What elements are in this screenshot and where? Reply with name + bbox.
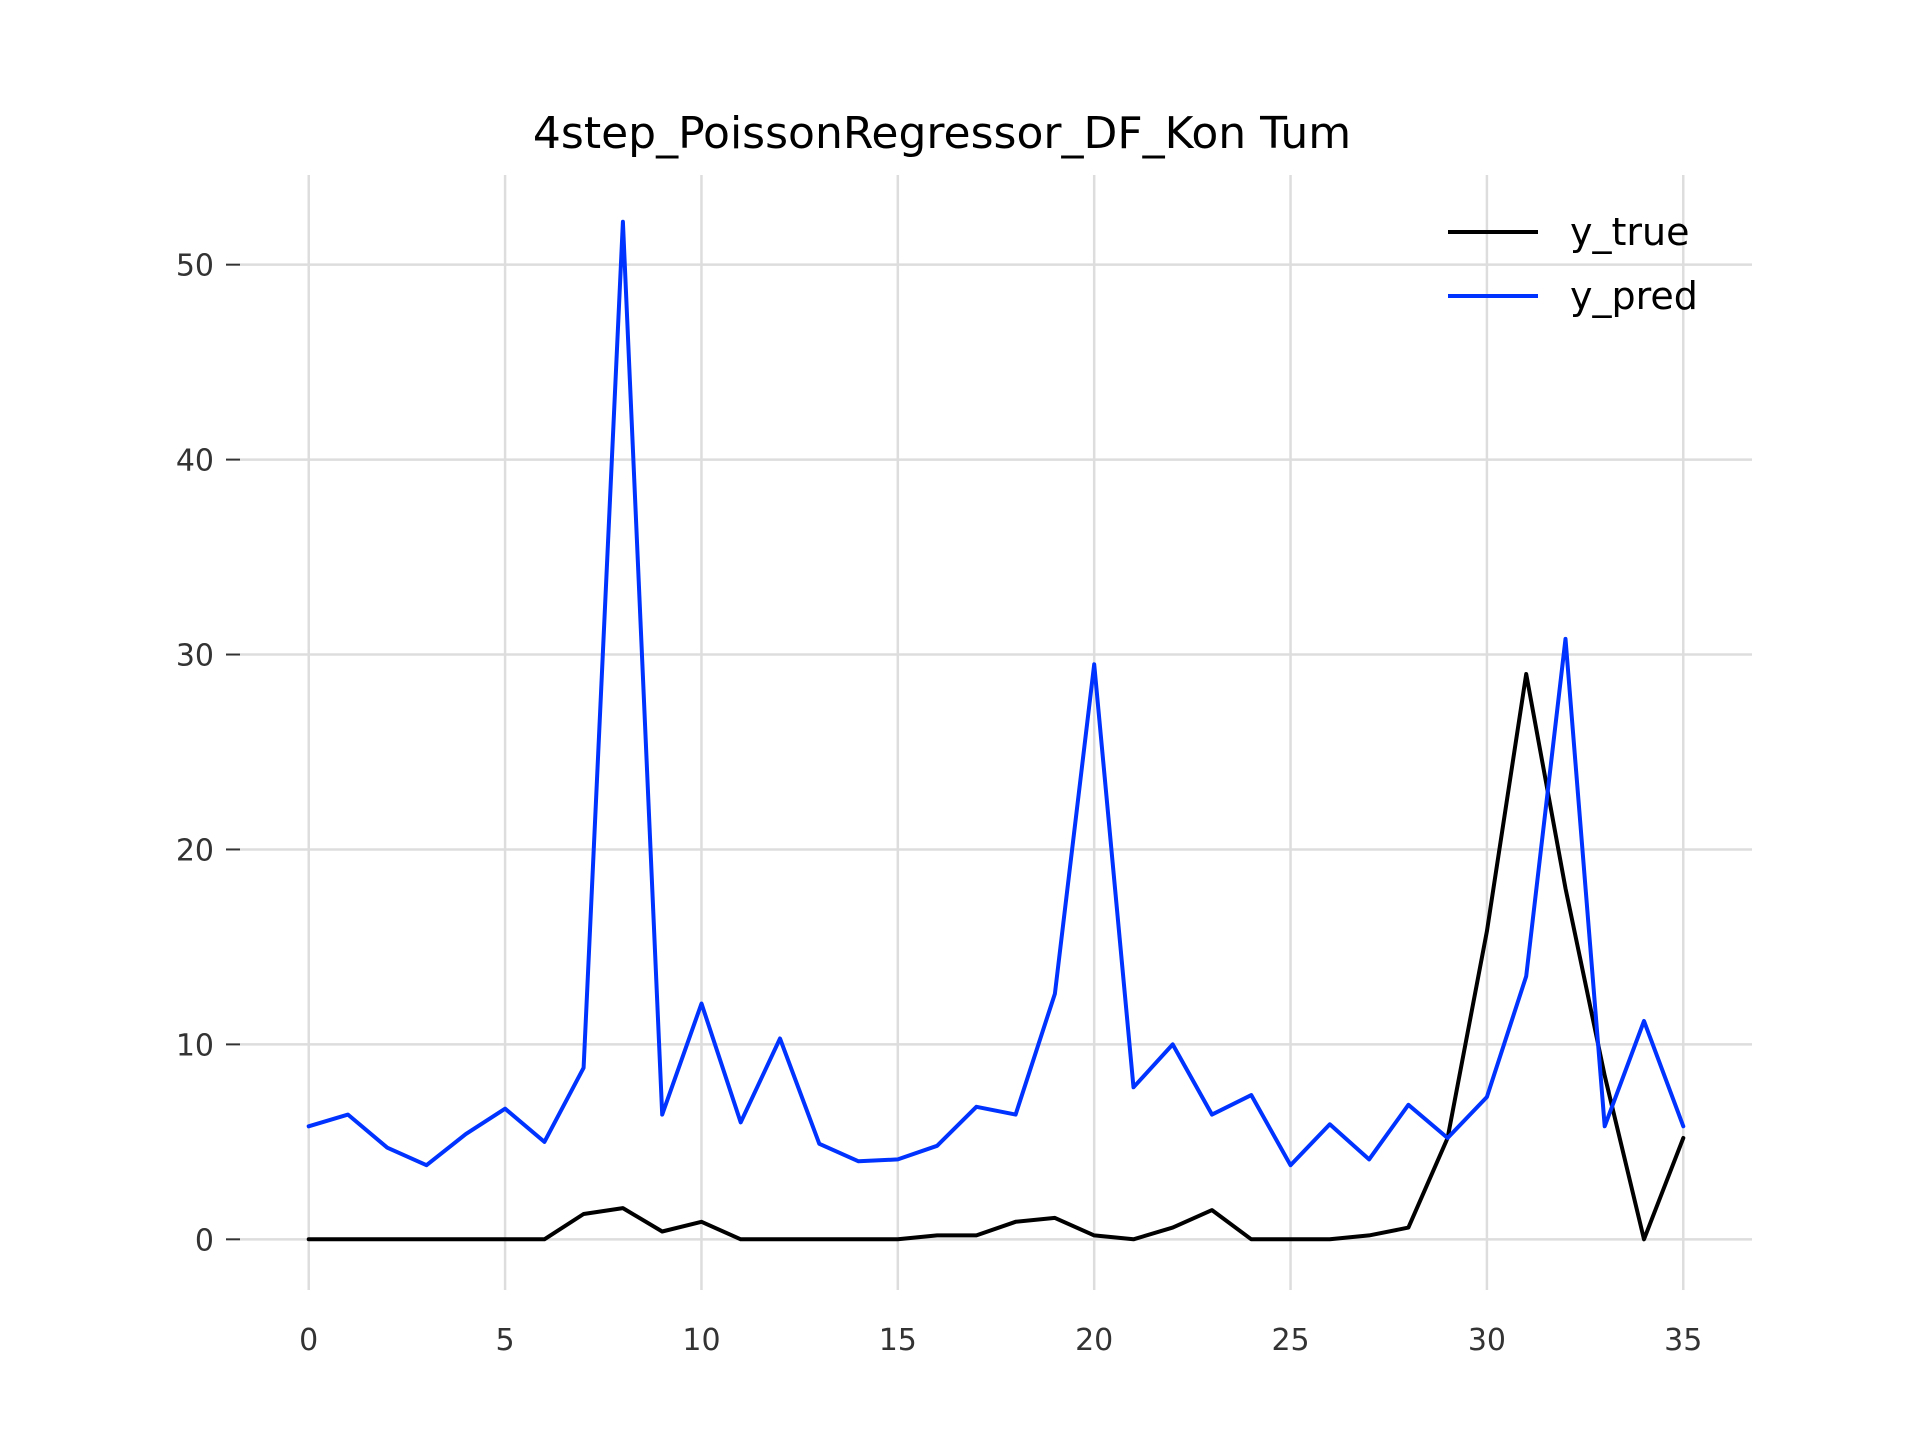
x-tick-label: 20 bbox=[1075, 1323, 1113, 1358]
grid bbox=[240, 175, 1752, 1290]
y-tick-label: 10 bbox=[176, 1028, 214, 1063]
y-tick-label: 20 bbox=[176, 833, 214, 868]
x-tick-label: 10 bbox=[682, 1323, 720, 1358]
axis-ticks: 0 5 10 15 20 25 30 35 0 10 20 30 40 50 bbox=[176, 249, 1703, 1358]
x-tick-label: 0 bbox=[299, 1323, 318, 1358]
chart-title: 4step_PoissonRegressor_DF_Kon Tum bbox=[533, 108, 1351, 159]
x-tick-label: 15 bbox=[879, 1323, 917, 1358]
series-lines bbox=[306, 219, 1686, 1242]
y-tick-label: 50 bbox=[176, 249, 214, 284]
x-tick-label: 25 bbox=[1271, 1323, 1309, 1358]
legend: y_true y_pred bbox=[1448, 210, 1698, 318]
legend-label-y-true: y_true bbox=[1570, 210, 1689, 254]
series-line-y-true bbox=[306, 672, 1686, 1242]
y-tick-label: 0 bbox=[195, 1223, 214, 1258]
series-line-y-pred bbox=[306, 219, 1686, 1168]
x-tick-label: 30 bbox=[1468, 1323, 1506, 1358]
legend-label-y-pred: y_pred bbox=[1570, 274, 1698, 318]
x-tick-label: 35 bbox=[1664, 1323, 1702, 1358]
y-tick-label: 40 bbox=[176, 444, 214, 479]
x-tick-label: 5 bbox=[496, 1323, 515, 1358]
y-tick-label: 30 bbox=[176, 639, 214, 674]
